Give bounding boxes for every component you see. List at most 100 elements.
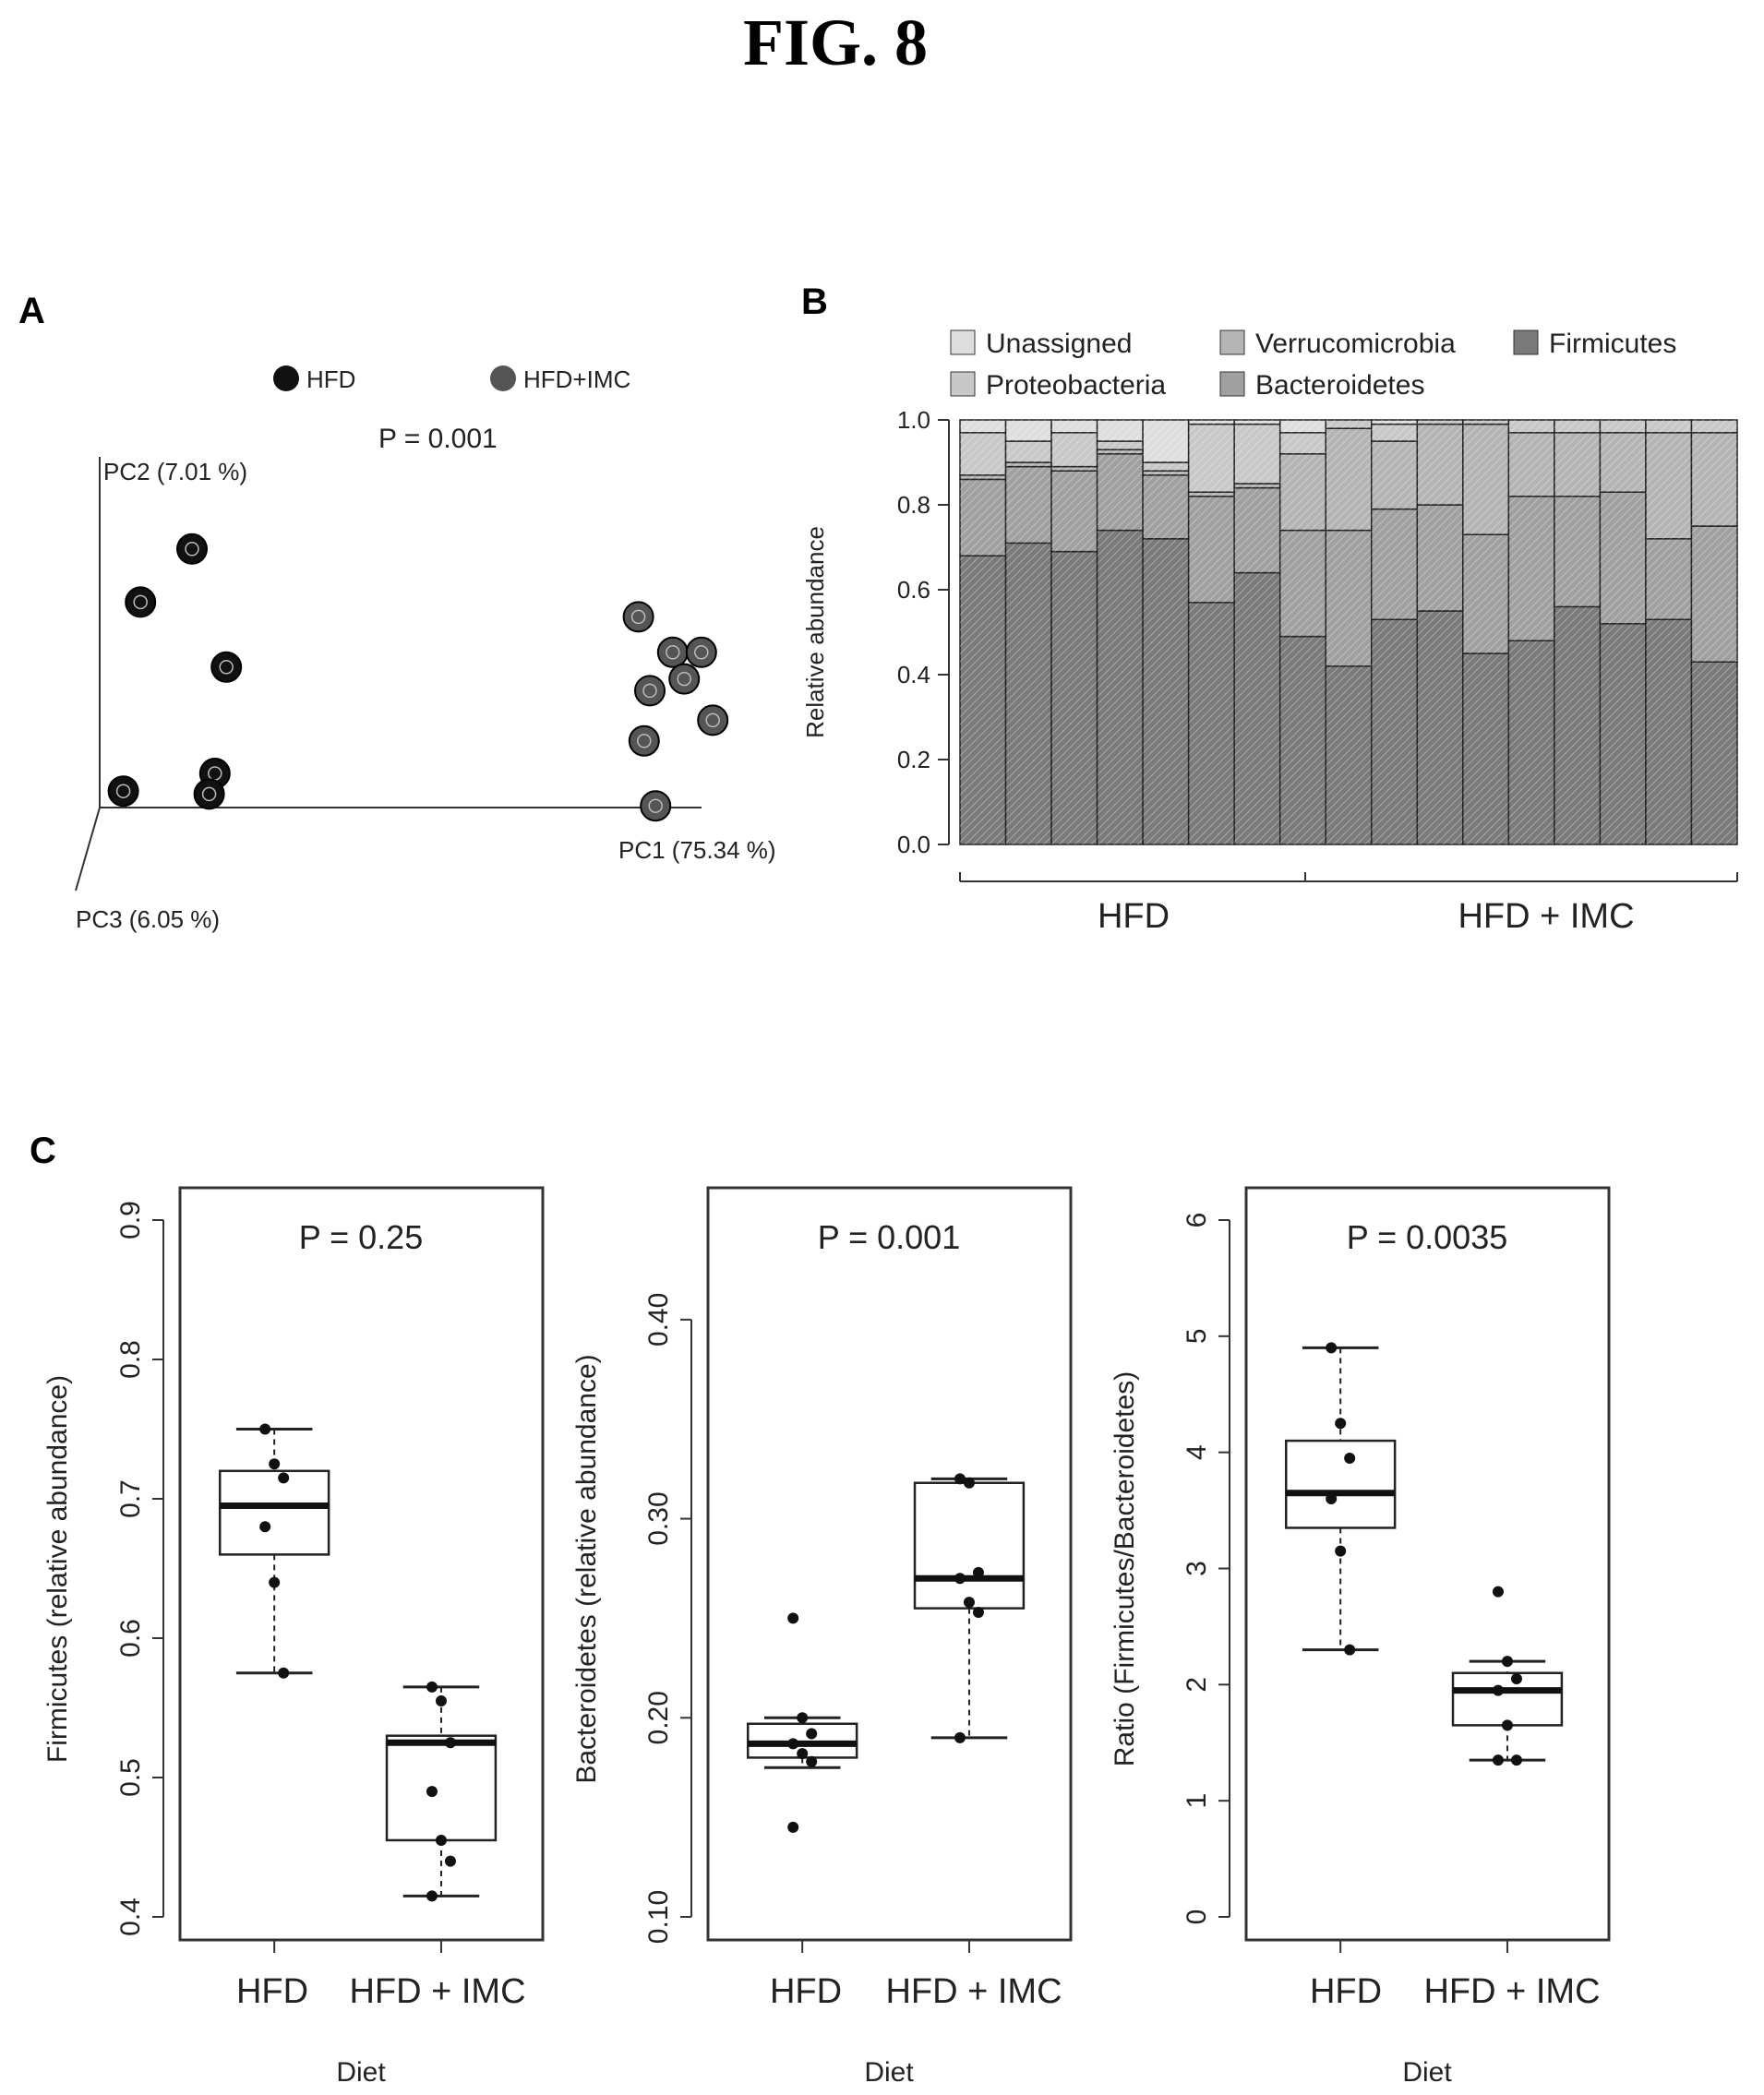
legend-firmicutes-swatch bbox=[1513, 329, 1539, 355]
legend-unassigned-swatch bbox=[950, 329, 976, 355]
data-point bbox=[435, 1834, 447, 1846]
box-iqr bbox=[385, 1734, 498, 1842]
y-tick-label: 1.0 bbox=[897, 406, 930, 434]
data-point bbox=[435, 1694, 447, 1706]
legend-hfd-marker bbox=[273, 365, 299, 391]
bar-segment-hatch bbox=[1005, 466, 1052, 544]
y-tick-label: 0.7 bbox=[115, 1479, 146, 1518]
pcoa-point-ring bbox=[637, 734, 652, 748]
pcoa-point-hfd bbox=[107, 775, 139, 808]
data-point bbox=[1492, 1754, 1504, 1766]
bar-segment-hatch bbox=[1600, 420, 1646, 433]
box-plot-area: 0.4 0.5 0.6 0.7 0.8 0.9 bbox=[115, 1201, 498, 1953]
data-point bbox=[787, 1738, 799, 1750]
pc3-axis bbox=[75, 807, 101, 892]
legend-bacteroidetes-label: Bacteroidetes bbox=[1255, 370, 1424, 401]
bar-segment-hatch bbox=[1645, 619, 1692, 844]
data-point bbox=[1344, 1644, 1356, 1656]
data-point bbox=[269, 1576, 281, 1588]
box-iqr bbox=[1451, 1671, 1564, 1727]
legend-verrucomicrobia-label: Verrucomicrobia bbox=[1255, 329, 1456, 359]
panel-b: B Unassigned Verrucomicrobia Firmicutes … bbox=[801, 281, 1738, 936]
bar-segment-hatch bbox=[1371, 509, 1418, 620]
pcoa-point-ring bbox=[630, 609, 646, 625]
bar-segment-hatch bbox=[1005, 420, 1052, 441]
bar-segment-hatch bbox=[1462, 534, 1509, 653]
p-value: P = 0.25 bbox=[299, 1218, 423, 1256]
y-tick-label: 0.8 bbox=[115, 1340, 146, 1379]
panel-b-letter: B bbox=[801, 281, 828, 322]
bar-segment-hatch bbox=[1508, 640, 1554, 844]
y-tick-label: 0.8 bbox=[897, 491, 930, 519]
panel-a-letter: A bbox=[18, 291, 45, 331]
legend-verrucomicrobia-swatch bbox=[1219, 329, 1245, 355]
category-hfd-imc: HFD + IMC bbox=[885, 1972, 1062, 2011]
bar-segment-hatch bbox=[1508, 420, 1554, 433]
pcoa-point-hfd-imc bbox=[656, 636, 689, 668]
bar-segment-hatch bbox=[1371, 619, 1418, 844]
data-point bbox=[1501, 1719, 1513, 1731]
bar-segment-hatch bbox=[1051, 471, 1098, 552]
bar-segment-hatch bbox=[1371, 424, 1418, 441]
y-tick-label: 4 bbox=[1182, 1444, 1212, 1460]
data-point bbox=[972, 1566, 984, 1578]
boxplot-ratio: P = 0.0035 Ratio (Firmicutes/Bacteroidet… bbox=[1110, 1186, 1611, 2088]
data-point bbox=[1510, 1673, 1522, 1685]
pcoa-point-ring bbox=[666, 645, 680, 660]
bar-segment-hatch bbox=[1097, 420, 1144, 441]
data-point bbox=[963, 1597, 975, 1609]
bar-segment-hatch bbox=[1554, 496, 1601, 607]
p-value: P = 0.001 bbox=[818, 1218, 960, 1256]
category-hfd-imc: HFD + IMC bbox=[1423, 1972, 1600, 2011]
bar-segment-hatch bbox=[1188, 496, 1235, 603]
bar-segment-hatch bbox=[1417, 611, 1463, 844]
bar-segment-hatch bbox=[1645, 420, 1692, 433]
data-point bbox=[1326, 1342, 1338, 1354]
data-point bbox=[426, 1786, 438, 1798]
bar-segment-hatch bbox=[1051, 466, 1098, 472]
pcoa-point-hfd bbox=[176, 533, 208, 565]
data-point bbox=[963, 1477, 975, 1489]
legend-bacteroidetes-swatch bbox=[1219, 371, 1245, 397]
boxplot-firmicutes: P = 0.25 Firmicutes (relative abundance)… bbox=[42, 1186, 545, 2088]
data-point bbox=[259, 1423, 271, 1435]
y-axis-label: Ratio (Firmicutes/Bacteroidetes) bbox=[1110, 1371, 1140, 1766]
data-point bbox=[1501, 1656, 1513, 1668]
pc1-axis-label: PC1 (75.34 %) bbox=[618, 836, 776, 864]
bar-segment-hatch bbox=[1417, 505, 1463, 611]
pcoa-point-hfd-imc bbox=[697, 704, 729, 736]
bar-segment-hatch bbox=[1691, 432, 1737, 526]
bar-segment-hatch bbox=[1508, 432, 1554, 497]
bar-segment-hatch bbox=[1279, 453, 1326, 531]
pcoa-point-ring bbox=[677, 671, 691, 687]
legend-hfd-imc-marker bbox=[490, 365, 516, 391]
bar-segment-hatch bbox=[1691, 662, 1737, 844]
box-plot-area: 0.10 0.20 0.30 0.40 bbox=[643, 1293, 1026, 1953]
pcoa-point-ring bbox=[185, 542, 199, 557]
pcoa-point-ring bbox=[705, 712, 720, 728]
data-point bbox=[787, 1821, 799, 1833]
p-value: P = 0.0035 bbox=[1347, 1218, 1508, 1256]
data-point bbox=[797, 1748, 809, 1760]
data-point bbox=[278, 1667, 290, 1679]
data-point bbox=[954, 1473, 966, 1485]
plot-frame bbox=[706, 1186, 1073, 1942]
bar-segment-hatch bbox=[1326, 420, 1372, 429]
group-label-hfd-imc: HFD + IMC bbox=[1458, 897, 1634, 936]
pcoa-point-ring bbox=[115, 784, 131, 798]
data-point bbox=[444, 1855, 456, 1867]
y-tick-label: 3 bbox=[1182, 1561, 1212, 1576]
bar-segment-hatch bbox=[1462, 420, 1509, 425]
y-tick-label: 0 bbox=[1182, 1909, 1212, 1925]
stacked-bars bbox=[959, 419, 1738, 845]
plot-frame bbox=[1244, 1186, 1611, 1942]
y-tick-label: 0.5 bbox=[115, 1758, 146, 1797]
bar-segment-hatch bbox=[1462, 653, 1509, 844]
y-tick-label: 0.4 bbox=[115, 1897, 146, 1936]
bar-segment-hatch bbox=[1005, 462, 1052, 467]
bar-segment-hatch bbox=[1234, 424, 1280, 484]
bar-segment-hatch bbox=[1508, 496, 1554, 641]
panel-a-p-value: P = 0.001 bbox=[378, 424, 498, 454]
pcoa-point-hfd bbox=[210, 651, 243, 683]
bar-segment-hatch bbox=[1645, 538, 1692, 620]
